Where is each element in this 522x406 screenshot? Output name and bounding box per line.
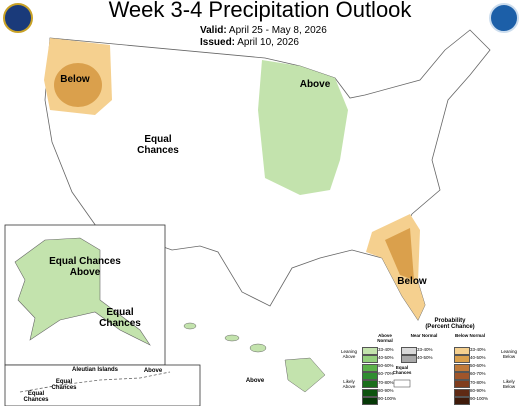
legend-swatch bbox=[362, 380, 378, 389]
legend-range: 40-50% bbox=[378, 354, 394, 360]
map-label: Above bbox=[299, 79, 331, 90]
island bbox=[224, 334, 240, 342]
legend-range: 40-50% bbox=[417, 354, 433, 360]
legend-range: 80-90% bbox=[470, 388, 486, 393]
legend-title-text: Probability bbox=[434, 318, 466, 324]
island bbox=[284, 357, 326, 393]
map-label: Aleutian Islands bbox=[71, 367, 118, 373]
legend-range: 60-70% bbox=[378, 371, 394, 377]
legend-swatch bbox=[362, 347, 378, 355]
valid-label: Valid: bbox=[200, 25, 227, 36]
valid: April 25 - May 8, 2026 bbox=[228, 25, 327, 36]
below-region-strong bbox=[385, 228, 414, 280]
legend-range: 40-50% bbox=[470, 354, 486, 360]
map-label: Above bbox=[245, 378, 265, 384]
map-label: Equal Chances bbox=[23, 391, 49, 404]
map-label: Below bbox=[397, 276, 427, 287]
side-label: Likely Above bbox=[342, 379, 356, 389]
island bbox=[249, 343, 267, 353]
side-label: Likely Below bbox=[502, 379, 516, 389]
map-label: Above bbox=[143, 368, 163, 374]
legend-swatch bbox=[401, 355, 417, 364]
legend-swatch bbox=[454, 380, 470, 389]
column-heading: Near Normal bbox=[410, 333, 438, 338]
map-label: Below bbox=[60, 74, 90, 85]
map-label: Equal Chances Above bbox=[49, 256, 121, 278]
equal-swatch bbox=[393, 379, 411, 388]
legend-subtitle: (Percent Chance) bbox=[425, 324, 475, 331]
issued-label: Issued: bbox=[200, 37, 236, 48]
legend-swatch bbox=[362, 388, 378, 397]
issued: April 10, 2026 bbox=[237, 37, 299, 48]
issued-line: Issued: April 10, 2026 bbox=[200, 37, 299, 49]
side-label: Leaning Below bbox=[500, 349, 518, 359]
noaa-logo bbox=[489, 3, 519, 33]
valid-line: Valid: April 25 - May 8, 2026 bbox=[200, 25, 327, 37]
legend-swatch bbox=[454, 347, 470, 355]
legend-swatch bbox=[454, 371, 470, 380]
legend-range: 60-70% bbox=[470, 371, 486, 377]
doc-logo bbox=[3, 3, 33, 33]
map-label: Equal Chances bbox=[51, 379, 77, 392]
above-region bbox=[258, 60, 348, 195]
legend-range: 33-40% bbox=[470, 346, 486, 352]
legend-swatch bbox=[454, 355, 470, 364]
legend-range: 70-80% bbox=[378, 379, 394, 385]
legend-range: 50-60% bbox=[470, 363, 486, 369]
legend-range: 50-60% bbox=[378, 363, 394, 369]
legend-swatch bbox=[454, 396, 470, 405]
legend-swatch bbox=[362, 371, 378, 380]
legend-range: 33-40% bbox=[378, 346, 394, 352]
legend-title: Probability (Percent Chance) bbox=[400, 318, 500, 331]
legend-swatch bbox=[454, 388, 470, 397]
island bbox=[183, 322, 197, 330]
column-heading: Below Normal bbox=[455, 333, 486, 338]
aleutians bbox=[19, 371, 171, 393]
legend-swatch bbox=[362, 363, 378, 372]
aleutian-inset bbox=[4, 364, 201, 406]
map-label: Equal Chances bbox=[99, 307, 141, 329]
alaska bbox=[14, 237, 151, 346]
legend-range: 33-40% bbox=[417, 346, 433, 352]
below-region-strong bbox=[54, 63, 102, 107]
legend-swatch bbox=[362, 396, 378, 405]
equal-label: Equal Chances bbox=[392, 365, 412, 375]
legend-range: 90-100% bbox=[470, 396, 489, 402]
map-label: Equal Chances bbox=[137, 134, 179, 156]
legend-swatch bbox=[362, 355, 378, 364]
legend-swatch bbox=[401, 347, 417, 355]
legend-swatch bbox=[454, 363, 470, 372]
side-label: Leaning Above bbox=[340, 349, 358, 359]
title: Week 3-4 Precipitation Outlook bbox=[108, 0, 412, 22]
legend-range: 80-90% bbox=[378, 388, 394, 393]
legend-range: 90-100% bbox=[378, 396, 397, 402]
column-heading: Above Normal bbox=[377, 333, 393, 343]
legend-range: 70-80% bbox=[470, 379, 486, 385]
